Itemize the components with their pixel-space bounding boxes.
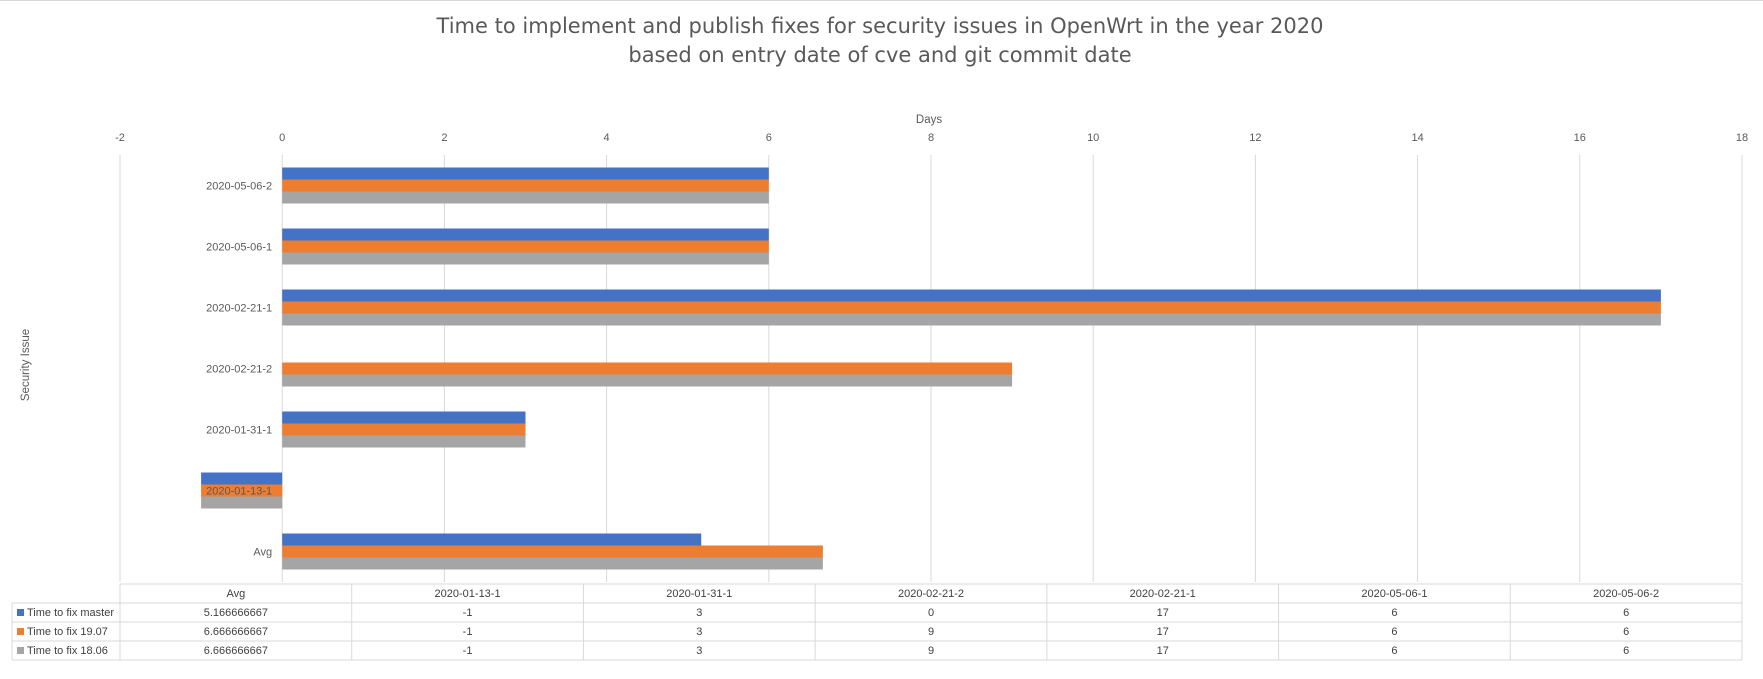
x-tick-label: -2 — [115, 132, 125, 144]
table-cell: 3 — [696, 626, 702, 638]
bars — [201, 167, 1661, 570]
data-table: Avg 2020-01-13-1 2020-01-31-1 2020-02-21-2 2… — [11, 583, 1743, 661]
table-cell: 6 — [1623, 607, 1629, 619]
bar — [282, 557, 823, 570]
x-tick-label: 10 — [1087, 132, 1099, 144]
table-cell: -1 — [463, 645, 473, 657]
category-label: Avg — [253, 547, 272, 559]
table-cell: 6 — [1391, 626, 1397, 638]
table-cell: 0 — [928, 607, 934, 619]
y-axis-title: Security Issue — [20, 329, 32, 401]
x-tick-label: 14 — [1411, 132, 1423, 144]
table-cell: 3 — [696, 645, 702, 657]
bar — [282, 289, 1661, 302]
bar — [282, 228, 769, 241]
x-tick-label: 4 — [604, 132, 610, 144]
bar — [201, 496, 283, 509]
table-cell: 5.166666667 — [204, 607, 268, 619]
table-cell: 6.666666667 — [204, 645, 268, 657]
bar — [282, 533, 702, 546]
legend-key — [17, 628, 24, 635]
bar — [282, 374, 1013, 387]
x-tick-label: 8 — [928, 132, 934, 144]
x-tick-label: 0 — [279, 132, 285, 144]
table-header-cell: 2020-02-21-2 — [898, 588, 964, 600]
table-cell: 6 — [1623, 626, 1629, 638]
bar — [201, 472, 283, 485]
table-cell: 6 — [1391, 607, 1397, 619]
table-cell: 9 — [928, 645, 934, 657]
table-header-cell: 2020-01-31-1 — [666, 588, 732, 600]
category-label: 2020-05-06-2 — [206, 181, 272, 193]
category-label: 2020-02-21-1 — [206, 303, 272, 315]
bar — [282, 411, 526, 424]
chart-title: Time to implement and publish fixes for … — [436, 14, 1324, 38]
x-tick-label: 18 — [1736, 132, 1748, 144]
legend-key — [17, 647, 24, 654]
table-cell: 17 — [1157, 607, 1169, 619]
x-tick-label: 6 — [766, 132, 772, 144]
bar — [282, 179, 769, 192]
bar — [282, 240, 769, 253]
table-cell: 9 — [928, 626, 934, 638]
bar — [282, 252, 769, 265]
table-cell: 17 — [1157, 626, 1169, 638]
category-label: 2020-02-21-2 — [206, 364, 272, 376]
bar — [282, 545, 823, 558]
category-label: 2020-05-06-1 — [206, 242, 272, 254]
table-cell: 3 — [696, 607, 702, 619]
x-axis-title: Days — [916, 114, 942, 126]
bar — [282, 191, 769, 204]
series-name: Time to fix 19.07 — [27, 626, 108, 638]
bar — [201, 484, 283, 497]
table-header-cell: Avg — [226, 588, 245, 600]
table-cell: 6.666666667 — [204, 626, 268, 638]
bar — [282, 167, 769, 180]
table-header-cell: 2020-05-06-2 — [1593, 588, 1659, 600]
table-cell: -1 — [463, 607, 473, 619]
legend-key — [17, 609, 24, 616]
x-tick-label: 2 — [441, 132, 447, 144]
x-tick-label: 12 — [1249, 132, 1261, 144]
series-name: Time to fix master — [27, 607, 114, 619]
chart-subtitle: based on entry date of cve and git commi… — [628, 43, 1131, 67]
bar — [282, 362, 1013, 375]
x-axis-ticks: -2 0 2 4 6 8 10 12 14 16 18 — [115, 132, 1748, 144]
bar — [282, 435, 526, 448]
table-cell: 17 — [1157, 645, 1169, 657]
bar — [282, 301, 1661, 314]
table-cell: 6 — [1391, 645, 1397, 657]
table-header-cell: 2020-05-06-1 — [1361, 588, 1427, 600]
category-label: 2020-01-31-1 — [206, 425, 272, 437]
bar — [282, 423, 526, 436]
x-tick-label: 16 — [1574, 132, 1586, 144]
table-cell: -1 — [463, 626, 473, 638]
category-label: 2020-01-13-1 — [206, 486, 272, 498]
table-cell: 6 — [1623, 645, 1629, 657]
category-labels: Avg 2020-01-13-1 2020-01-31-1 2020-02-21-2 2… — [206, 181, 272, 559]
table-header-cell: 2020-02-21-1 — [1130, 588, 1196, 600]
bar — [282, 313, 1661, 326]
table-header-cell: 2020-01-13-1 — [435, 588, 501, 600]
series-name: Time to fix 18.06 — [27, 645, 108, 657]
